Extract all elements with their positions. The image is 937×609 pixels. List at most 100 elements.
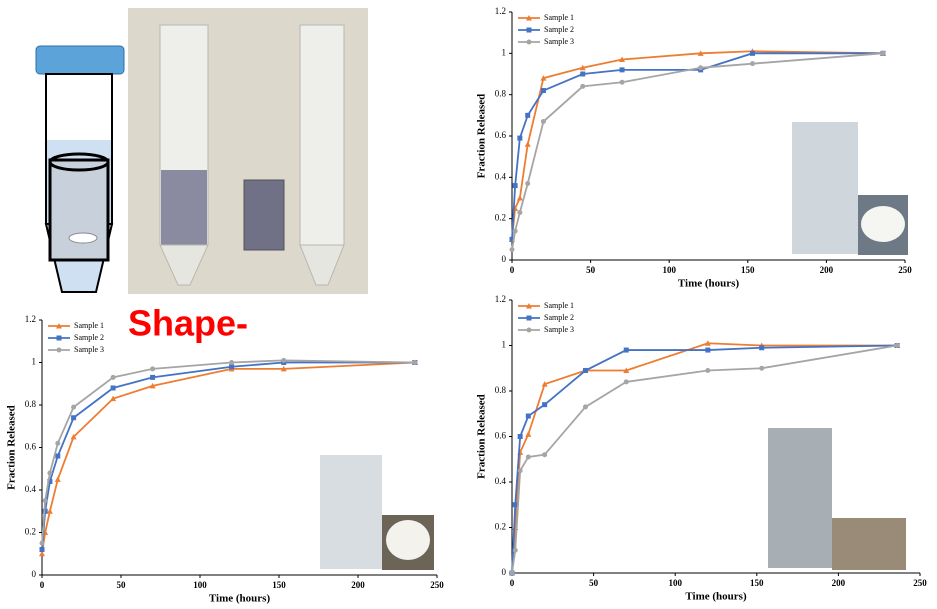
legend-label: Sample 3 xyxy=(74,345,104,354)
marker xyxy=(540,119,546,125)
x-tick-label: 250 xyxy=(430,580,444,590)
series-line xyxy=(511,344,898,574)
y-axis-label: Fraction Released xyxy=(6,405,18,490)
marker xyxy=(526,327,532,333)
marker xyxy=(70,433,77,440)
marker xyxy=(110,385,116,391)
series-line xyxy=(511,342,898,574)
marker xyxy=(526,303,532,309)
marker xyxy=(110,374,116,380)
marker xyxy=(512,502,518,508)
legend-label: Sample 2 xyxy=(544,25,574,34)
y-axis-label: Fraction Released xyxy=(476,394,488,479)
y-tick-label: 0 xyxy=(502,567,507,577)
y-tick-label: 1.2 xyxy=(495,6,506,16)
x-tick-label: 250 xyxy=(898,265,912,275)
marker xyxy=(623,347,629,353)
legend-label: Sample 3 xyxy=(544,325,574,334)
marker xyxy=(623,379,629,385)
marker xyxy=(526,39,532,45)
y-tick-label: 0.2 xyxy=(495,522,506,532)
y-tick-label: 0.4 xyxy=(25,484,37,494)
x-tick-label: 100 xyxy=(662,265,676,275)
y-tick-label: 0 xyxy=(32,569,37,579)
x-tick-label: 50 xyxy=(117,580,127,590)
marker xyxy=(55,440,61,446)
marker xyxy=(512,547,518,553)
marker xyxy=(542,452,548,458)
inset-photo xyxy=(320,122,908,570)
y-tick-label: 0.2 xyxy=(25,527,36,537)
legend-label: Sample 2 xyxy=(544,313,574,322)
marker xyxy=(619,67,625,73)
marker xyxy=(580,71,586,77)
marker xyxy=(759,365,765,371)
y-tick-label: 0.6 xyxy=(495,431,507,441)
x-tick-label: 50 xyxy=(589,578,599,588)
marker xyxy=(525,413,531,419)
marker xyxy=(525,431,532,437)
marker xyxy=(698,65,704,71)
marker xyxy=(39,540,45,546)
series-line xyxy=(41,361,415,550)
marker xyxy=(54,476,61,482)
y-tick-label: 0.6 xyxy=(25,442,37,452)
marker xyxy=(750,61,756,67)
marker xyxy=(42,498,48,504)
x-axis-label: Time (hours) xyxy=(678,278,740,290)
marker xyxy=(750,50,756,56)
marker xyxy=(509,236,515,242)
marker xyxy=(47,470,53,476)
x-tick-label: 200 xyxy=(832,578,846,588)
legend-label: Sample 1 xyxy=(544,13,574,22)
marker xyxy=(512,183,518,189)
marker xyxy=(281,357,287,363)
x-tick-label: 150 xyxy=(741,265,755,275)
marker xyxy=(619,56,626,63)
x-tick-label: 0 xyxy=(510,265,515,275)
legend-label: Sample 1 xyxy=(74,321,104,330)
series-line xyxy=(41,361,415,554)
tube-photo xyxy=(128,8,368,294)
marker xyxy=(582,368,588,374)
marker xyxy=(582,404,588,410)
y-tick-label: 0.8 xyxy=(25,399,37,409)
marker xyxy=(509,570,515,576)
y-tick-label: 0.8 xyxy=(495,89,507,99)
marker xyxy=(280,365,287,372)
marker xyxy=(229,360,235,365)
marker xyxy=(704,340,711,346)
marker xyxy=(71,404,77,410)
legend-label: Sample 2 xyxy=(74,333,104,342)
x-axis-label: Time (hours) xyxy=(685,591,747,603)
marker xyxy=(525,181,531,187)
marker xyxy=(56,347,62,353)
marker xyxy=(150,366,156,372)
marker xyxy=(542,402,548,408)
tube-diagram xyxy=(35,45,125,293)
y-tick-label: 0.4 xyxy=(495,171,507,181)
marker xyxy=(150,374,156,380)
y-axis-label: Fraction Released xyxy=(476,94,488,179)
x-tick-label: 250 xyxy=(913,578,927,588)
x-tick-label: 50 xyxy=(586,265,596,275)
series-line xyxy=(511,52,884,250)
marker xyxy=(55,453,61,459)
marker xyxy=(526,315,532,321)
marker xyxy=(526,27,532,33)
y-tick-label: 0.4 xyxy=(495,476,507,486)
x-tick-label: 150 xyxy=(750,578,764,588)
marker xyxy=(697,50,704,56)
x-tick-label: 100 xyxy=(668,578,682,588)
x-tick-label: 150 xyxy=(272,580,286,590)
y-tick-label: 0.8 xyxy=(495,385,507,395)
marker xyxy=(759,345,765,351)
y-tick-label: 0.6 xyxy=(495,130,507,140)
marker xyxy=(579,64,586,71)
marker xyxy=(580,83,586,89)
marker xyxy=(705,347,711,353)
y-tick-label: 0.2 xyxy=(495,213,506,223)
marker xyxy=(894,343,900,348)
y-tick-label: 1.2 xyxy=(25,314,36,324)
